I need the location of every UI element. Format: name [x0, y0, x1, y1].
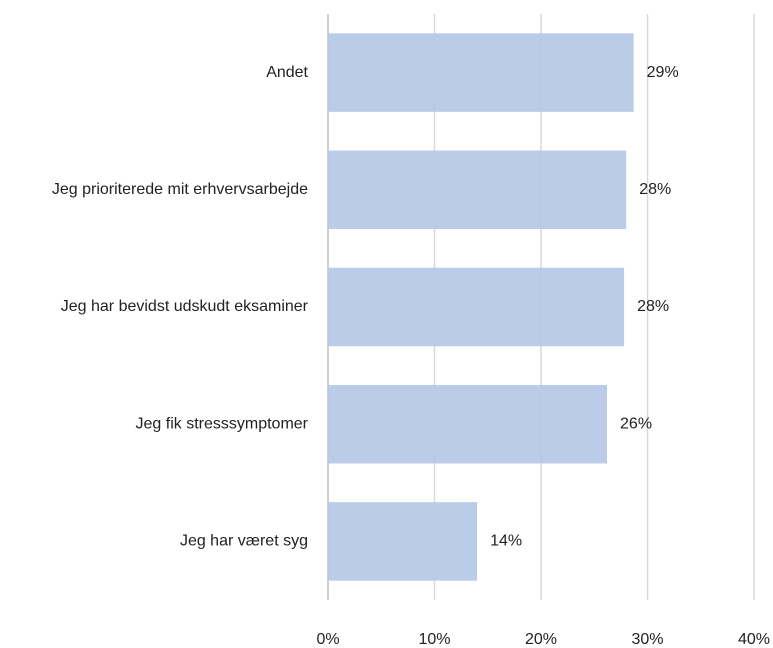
data-label: 28%: [639, 181, 671, 198]
data-label: 26%: [620, 415, 652, 432]
bar: [328, 150, 627, 230]
bar: [328, 502, 478, 581]
y-tick-label: Jeg prioriterede mit erhvervsarbejde: [52, 181, 308, 198]
x-tick-label: 0%: [316, 631, 339, 648]
bar: [328, 384, 608, 464]
x-tick-label: 10%: [418, 631, 450, 648]
data-label: 14%: [490, 533, 522, 550]
y-tick-label: Jeg fik stresssymptomer: [136, 415, 309, 432]
bar: [328, 267, 625, 347]
x-tick-label: 20%: [525, 631, 557, 648]
x-tick-label: 40%: [738, 631, 770, 648]
x-tick-label: 30%: [631, 631, 663, 648]
data-label: 28%: [637, 298, 669, 315]
bar: [328, 33, 634, 112]
y-tick-label: Jeg har bevidst udskudt eksaminer: [61, 298, 309, 315]
y-tick-label: Jeg har været syg: [180, 533, 308, 550]
data-label: 29%: [647, 64, 679, 81]
y-tick-label: Andet: [266, 64, 308, 81]
